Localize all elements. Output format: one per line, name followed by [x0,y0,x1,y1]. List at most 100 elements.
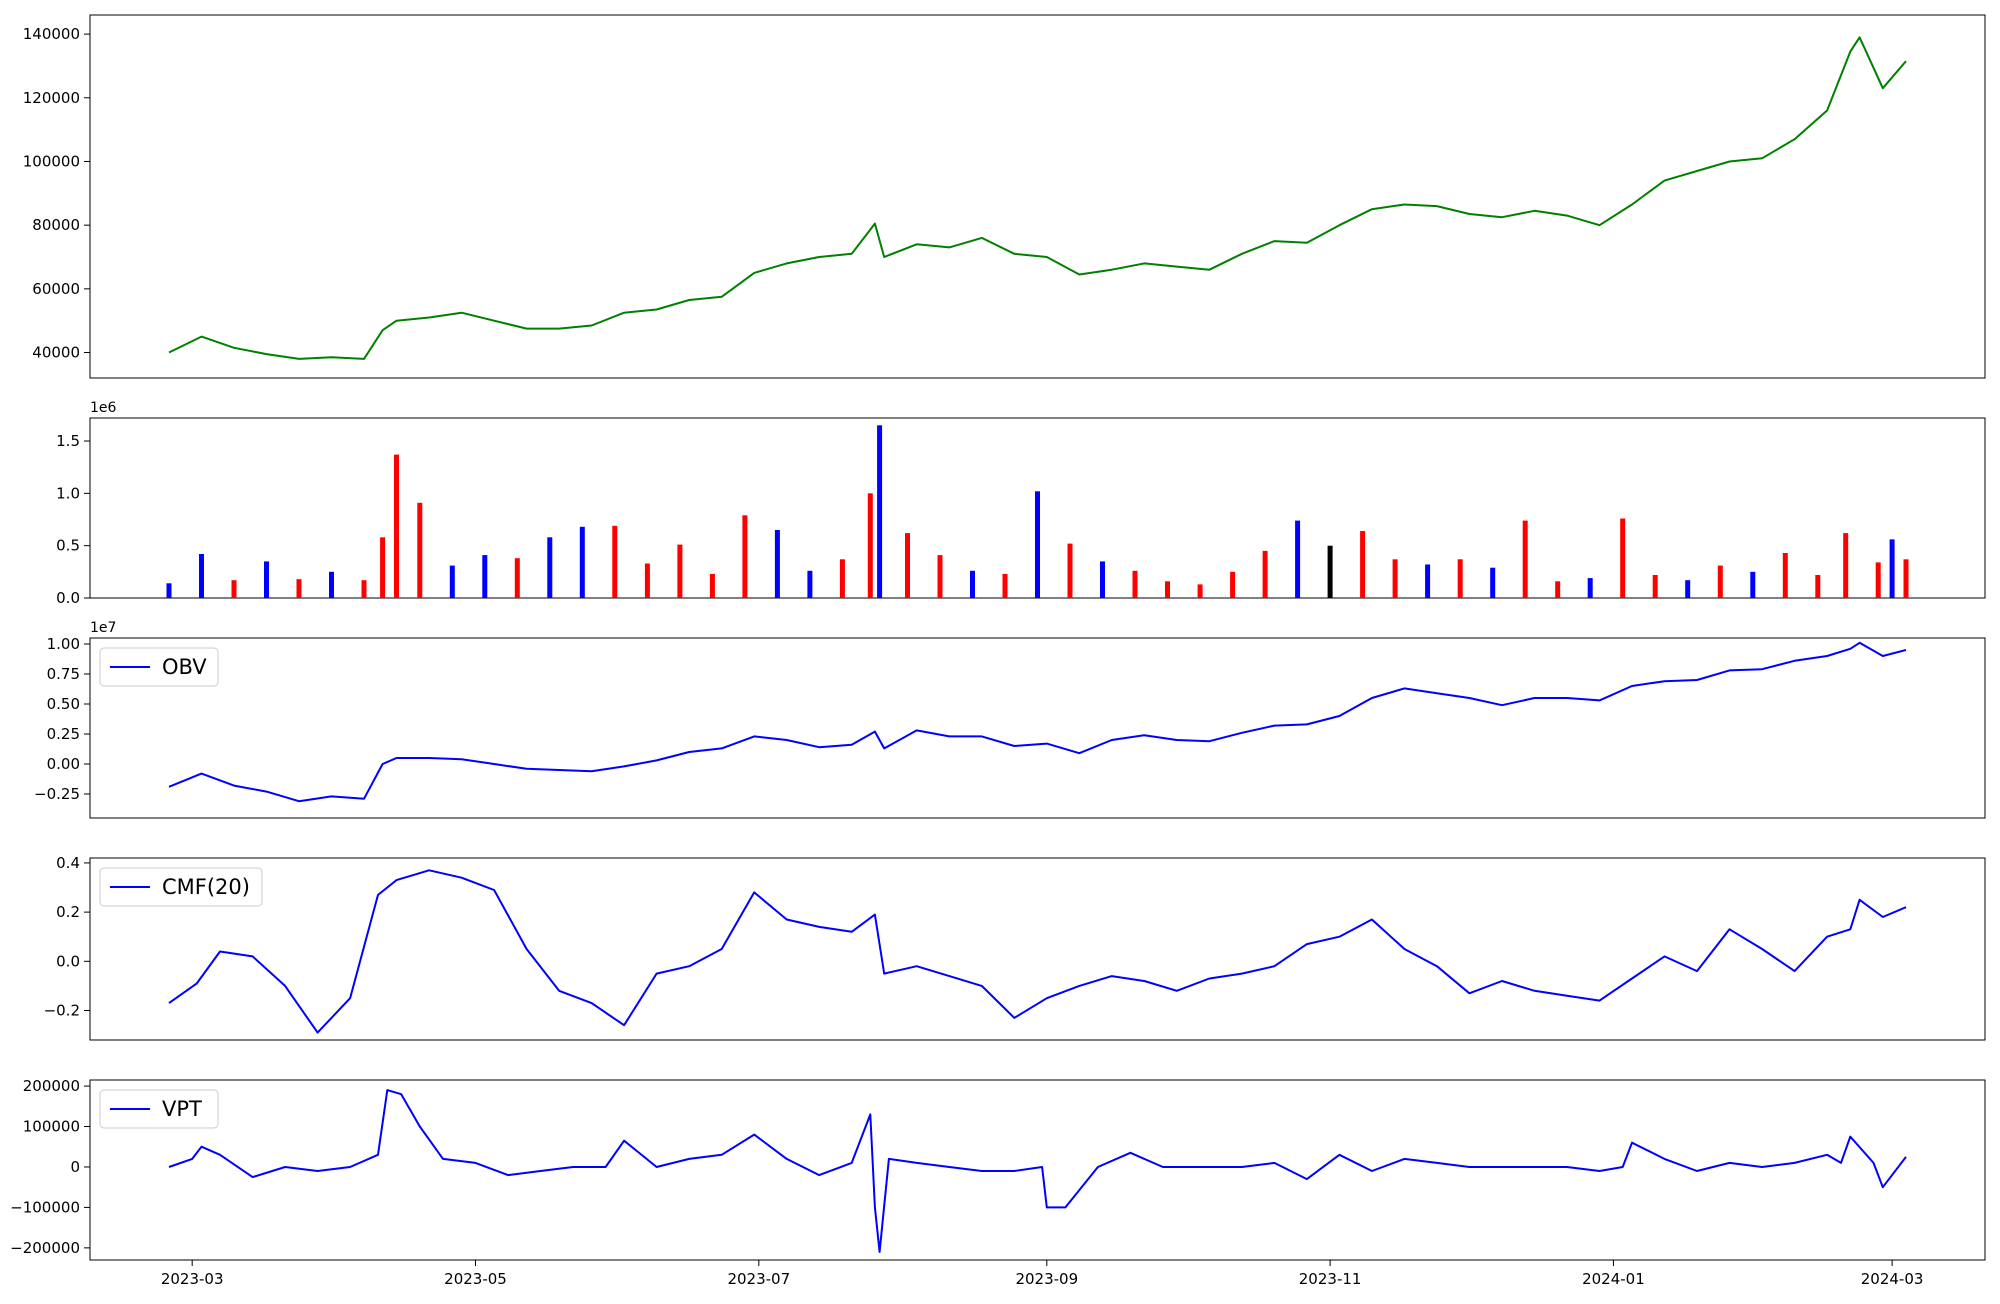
y-tick-label: −0.25 [34,785,80,803]
volume-bar [839,559,845,598]
x-tick-label: 2024-03 [1861,1270,1924,1288]
y-tick-label: 0 [70,1158,80,1176]
vpt-panel-frame [89,1079,1986,1261]
volume-bar [877,425,883,598]
volume-bar [1457,559,1463,598]
volume-bar [1197,584,1203,598]
volume-bar [1652,575,1658,598]
volume-bar [482,555,488,598]
y-tick-label: 0.5 [56,537,80,555]
volume-bar [1717,565,1723,598]
y-tick-label: 100000 [23,1118,80,1136]
volume-bar [1100,561,1105,598]
legend-label: CMF(20) [162,875,250,899]
volume-bar [1903,559,1909,598]
volume-bar [1843,533,1849,598]
x-tick-label: 2023-05 [444,1270,507,1288]
volume-bar [361,580,367,598]
volume-bar [867,493,873,598]
legend-box [99,867,263,907]
volume-bar [1035,491,1040,598]
volume-bar [1262,550,1268,598]
volume-bar [417,502,423,598]
vpt-line [168,1089,1907,1253]
obv-line [168,641,1907,803]
volume-bar [905,533,910,598]
volume-bar [807,570,813,598]
price-line [168,36,1907,360]
y-tick-label: 0.25 [47,725,80,743]
y-tick-label: 0.50 [47,695,80,713]
x-tick-label: 2023-09 [1015,1270,1078,1288]
y-tick-label: 100000 [23,152,80,170]
volume-bar [1490,567,1496,598]
cmf-panel-frame [89,857,1986,1041]
volume-bar [1522,520,1528,598]
volume-bar [1782,553,1788,598]
cmf-line [168,869,1907,1034]
volume-bar [1815,575,1821,598]
x-tick-label: 2023-11 [1299,1270,1362,1288]
volume-bar [394,454,399,598]
y-tick-label: −100000 [10,1198,80,1216]
price-panel-frame [89,14,1986,379]
volume-bar [579,526,585,598]
volume-bar [1587,578,1593,598]
y-tick-label: 1.0 [56,484,80,502]
volume-bar [1685,580,1691,598]
y-tick-label: 0.0 [56,952,80,970]
volume-bar [1165,581,1170,598]
volume-bar [937,555,943,598]
x-tick-label: 2024-01 [1582,1270,1645,1288]
legend-box [99,647,219,687]
y-tick-label: 60000 [32,280,80,298]
y-tick-label: 0.2 [56,903,80,921]
volume-bar [1295,520,1301,598]
volume-bar [1555,581,1561,598]
volume-bar [677,544,683,598]
volume-bar [1230,571,1236,598]
volume-bar [547,537,553,598]
volume-bar [742,515,748,598]
y-tick-label: 80000 [32,216,80,234]
volume-bar [231,580,237,598]
volume-bar [264,561,269,598]
volume-bar [199,554,204,598]
volume-bar [166,583,172,598]
y-tick-label: 120000 [23,89,80,107]
volume-bar [1750,571,1756,598]
volume-bar [612,525,618,598]
volume-bar [970,570,975,598]
volume-bar [1875,562,1881,598]
volume-bar [774,530,780,598]
y-tick-label: 1.00 [47,635,80,653]
y-tick-label: −200000 [10,1239,80,1257]
volume-bar [329,571,334,598]
y-tick-label: −0.2 [44,1001,80,1019]
x-tick-label: 2023-07 [727,1270,790,1288]
obv-panel-frame [89,637,1986,819]
legend-box [99,1089,219,1129]
volume-bar [644,563,650,598]
volume-bar [1620,518,1626,598]
volume-bar [1889,539,1895,598]
y-tick-label: 200000 [23,1077,80,1095]
y-tick-label: 0.4 [56,854,80,872]
legend-label: OBV [162,655,207,679]
volume-bar [380,537,386,598]
volume-bar [1392,559,1398,598]
volume-bar [296,579,302,598]
legend-label: VPT [162,1097,202,1121]
y-tick-label: 40000 [32,344,80,362]
volume-bar [1360,531,1366,598]
volume-bar [1067,543,1073,598]
y-tick-label: 140000 [23,25,80,43]
volume-bar [1327,545,1333,598]
y-tick-label: 0.00 [47,755,80,773]
y-tick-label: 0.0 [56,589,80,607]
volume-bar [514,558,520,598]
volume-bar [709,573,715,598]
y-offset-label: 1e7 [90,620,116,636]
